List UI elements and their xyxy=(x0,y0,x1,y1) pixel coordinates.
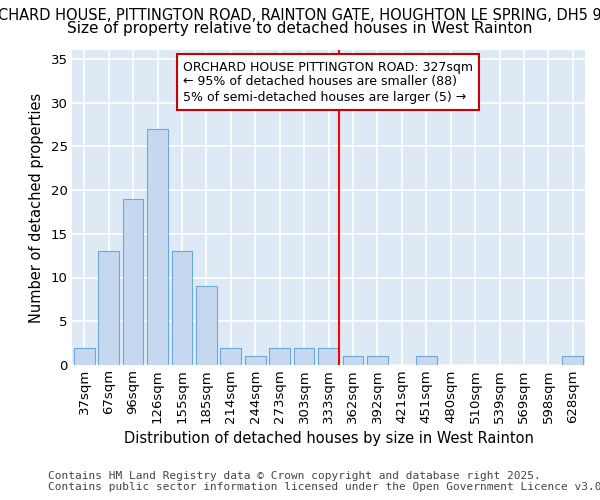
Y-axis label: Number of detached properties: Number of detached properties xyxy=(29,92,44,322)
Bar xyxy=(367,356,388,365)
Bar xyxy=(196,286,217,365)
Bar xyxy=(220,348,241,365)
Text: Size of property relative to detached houses in West Rainton: Size of property relative to detached ho… xyxy=(67,21,533,36)
Bar xyxy=(293,348,314,365)
Bar xyxy=(562,356,583,365)
Text: ORCHARD HOUSE, PITTINGTON ROAD, RAINTON GATE, HOUGHTON LE SPRING, DH5 9RG: ORCHARD HOUSE, PITTINGTON ROAD, RAINTON … xyxy=(0,8,600,22)
Text: ORCHARD HOUSE PITTINGTON ROAD: 327sqm
← 95% of detached houses are smaller (88)
: ORCHARD HOUSE PITTINGTON ROAD: 327sqm ← … xyxy=(183,60,473,104)
Text: Contains HM Land Registry data © Crown copyright and database right 2025.
Contai: Contains HM Land Registry data © Crown c… xyxy=(48,471,600,492)
X-axis label: Distribution of detached houses by size in West Rainton: Distribution of detached houses by size … xyxy=(124,431,533,446)
Bar xyxy=(269,348,290,365)
Bar xyxy=(74,348,95,365)
Bar xyxy=(416,356,437,365)
Bar xyxy=(318,348,339,365)
Bar xyxy=(343,356,364,365)
Bar xyxy=(245,356,266,365)
Bar xyxy=(122,198,143,365)
Bar xyxy=(172,251,193,365)
Bar xyxy=(98,251,119,365)
Bar xyxy=(147,128,168,365)
